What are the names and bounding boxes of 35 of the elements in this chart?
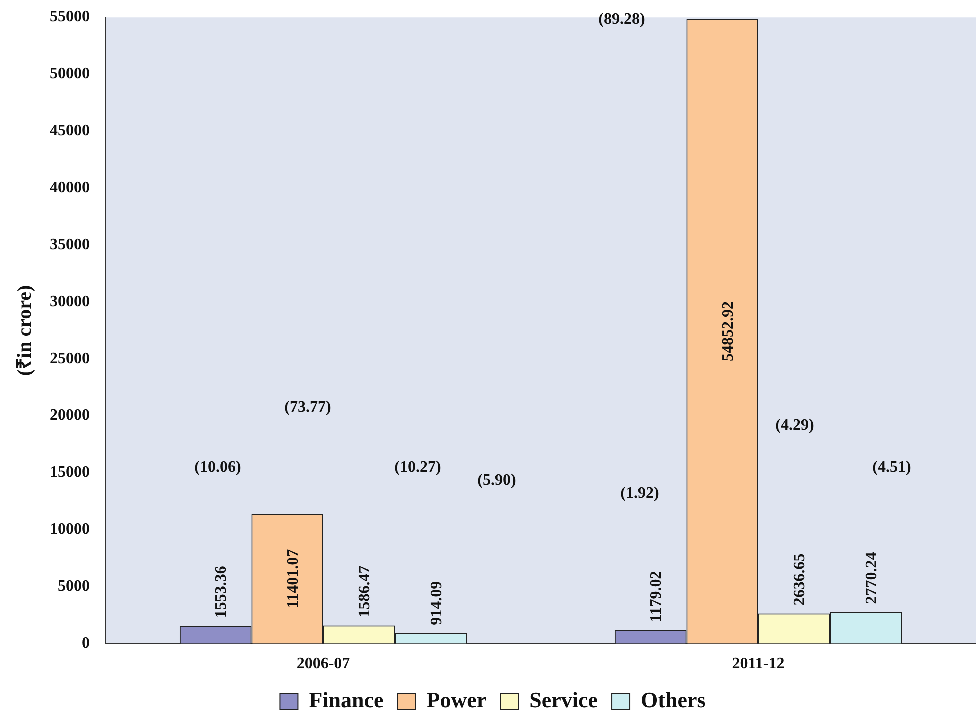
data-label: 11401.07 [284, 549, 302, 608]
annotation: (5.90) [478, 472, 516, 490]
data-label: 1586.47 [356, 566, 374, 618]
y-tick-label: 10000 [50, 521, 90, 538]
y-tick-label: 45000 [50, 122, 90, 140]
annotation: (73.77) [284, 399, 332, 416]
annotation: (10.06) [194, 459, 242, 476]
annotation: (10.27) [394, 459, 442, 476]
data-label: 1179.02 [648, 571, 665, 622]
y-tick-label: 55000 [50, 8, 90, 26]
annotation: (4.51) [872, 459, 912, 476]
legend-label: Power [426, 688, 487, 713]
legend-label: Finance [309, 688, 384, 713]
annotation: (4.29) [776, 417, 814, 434]
y-tick-label: 5000 [58, 578, 90, 596]
y-tick-label: 0 [82, 634, 90, 652]
data-label: 1553.36 [212, 566, 230, 618]
data-label: 2636.65 [792, 554, 809, 606]
x-tick-label: 2011-12 [732, 656, 785, 673]
y-tick-label: 50000 [50, 66, 90, 83]
y-tick-label: 15000 [50, 464, 90, 482]
data-label: 54852.92 [720, 302, 737, 362]
annotation: (89.28) [598, 11, 646, 28]
legend-label: Service [530, 688, 598, 713]
y-tick-label: 25000 [50, 350, 90, 368]
y-tick-label: 40000 [50, 180, 90, 197]
data-label: 2770.24 [863, 552, 880, 604]
y-axis-title: (₹in crore) [14, 285, 36, 376]
y-tick-label: 20000 [50, 407, 90, 424]
y-tick-label: 30000 [50, 293, 90, 310]
annotation: (1.92) [620, 485, 660, 502]
legend-label: Others [641, 688, 706, 713]
data-label: 914.09 [428, 581, 446, 626]
y-tick-label: 35000 [50, 236, 90, 254]
x-tick-label: 2006-07 [296, 656, 350, 673]
